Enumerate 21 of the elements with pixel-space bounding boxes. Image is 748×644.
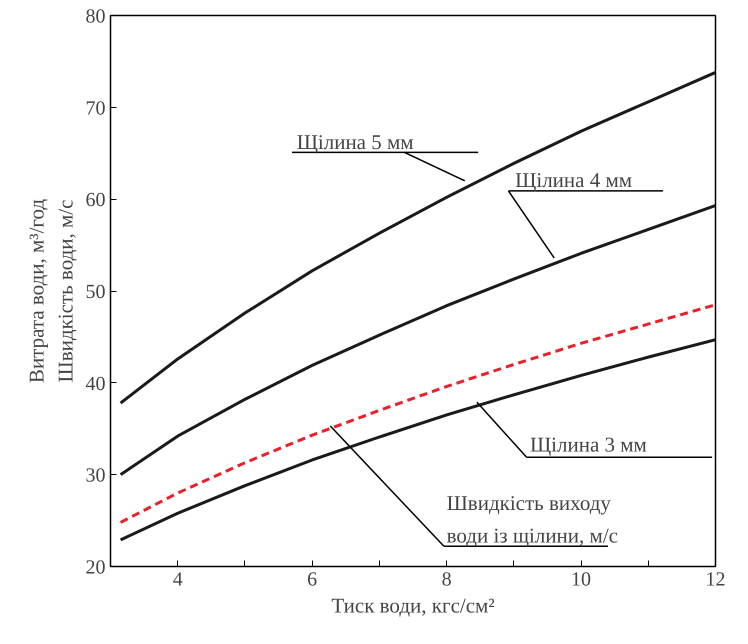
x-tick-label: 10 bbox=[571, 568, 592, 590]
annotation: Швидкість виходу води із щілини, м/с bbox=[446, 491, 618, 548]
line-series bbox=[119, 303, 716, 524]
y-tick-label: 80 bbox=[86, 6, 106, 28]
y-tick-label: 50 bbox=[86, 281, 106, 303]
y-tick-label: 60 bbox=[86, 189, 106, 212]
annotation: Щілина 4 мм bbox=[515, 168, 632, 192]
y-axis-title: Витрата води, м³/год Швидкість води, м/с bbox=[24, 198, 78, 384]
x-tick-label: 4 bbox=[172, 568, 183, 590]
y-tick-label: 20 bbox=[86, 556, 106, 578]
x-axis-title: Тиск води, кгс/см² bbox=[331, 594, 495, 618]
y-tick-label: 40 bbox=[86, 372, 106, 395]
x-tick-label: 6 bbox=[307, 568, 318, 590]
annotation: Щілина 3 мм bbox=[530, 432, 647, 456]
x-tick-label: 12 bbox=[706, 568, 726, 590]
line-series bbox=[119, 70, 716, 405]
x-tick-label: 8 bbox=[442, 568, 452, 590]
annotation: Щілина 5 мм bbox=[296, 130, 414, 154]
y-tick-label: 30 bbox=[86, 464, 106, 487]
y-tick-label: 70 bbox=[86, 97, 106, 120]
line-series bbox=[119, 204, 716, 476]
